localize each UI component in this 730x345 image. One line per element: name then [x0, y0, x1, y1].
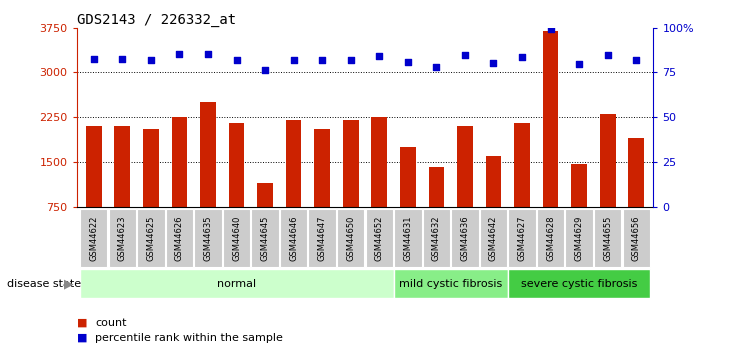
- Bar: [86, 126, 101, 207]
- Text: normal: normal: [217, 279, 256, 289]
- Bar: [514, 123, 530, 207]
- Text: GSM44626: GSM44626: [175, 215, 184, 261]
- Text: severe cystic fibrosis: severe cystic fibrosis: [521, 279, 637, 289]
- Bar: [423, 209, 450, 267]
- Bar: [372, 117, 387, 207]
- Point: [316, 57, 328, 63]
- Text: GSM44652: GSM44652: [374, 215, 384, 261]
- Text: GSM44623: GSM44623: [118, 215, 127, 261]
- Text: ▶: ▶: [64, 277, 74, 290]
- Text: GSM44645: GSM44645: [261, 215, 269, 261]
- Text: GSM44632: GSM44632: [432, 215, 441, 261]
- Point: [545, 26, 556, 31]
- Text: percentile rank within the sample: percentile rank within the sample: [95, 333, 283, 343]
- Point: [374, 53, 385, 59]
- Point: [231, 57, 242, 63]
- Text: GSM44655: GSM44655: [603, 215, 612, 261]
- Bar: [451, 209, 479, 267]
- Point: [117, 56, 128, 61]
- Point: [88, 56, 99, 61]
- Bar: [566, 209, 593, 267]
- Bar: [457, 126, 473, 207]
- Text: GSM44622: GSM44622: [89, 215, 99, 261]
- Text: GSM44646: GSM44646: [289, 215, 298, 261]
- Text: GSM44650: GSM44650: [346, 215, 356, 261]
- Bar: [223, 209, 250, 267]
- Point: [174, 51, 185, 57]
- Bar: [257, 183, 273, 207]
- Bar: [251, 209, 279, 267]
- Bar: [485, 156, 502, 207]
- Text: GSM44629: GSM44629: [575, 215, 583, 261]
- Text: GSM44642: GSM44642: [489, 215, 498, 261]
- Bar: [194, 209, 222, 267]
- Bar: [394, 209, 421, 267]
- Bar: [285, 120, 301, 207]
- Bar: [366, 209, 393, 267]
- Point: [488, 60, 499, 66]
- Point: [145, 57, 157, 63]
- Bar: [143, 129, 158, 207]
- Text: mild cystic fibrosis: mild cystic fibrosis: [399, 279, 502, 289]
- Text: GSM44628: GSM44628: [546, 215, 555, 261]
- Bar: [537, 209, 564, 267]
- Bar: [572, 164, 587, 207]
- Text: ■: ■: [77, 318, 87, 327]
- Bar: [600, 114, 615, 207]
- Bar: [343, 120, 358, 207]
- Text: GSM44640: GSM44640: [232, 215, 241, 261]
- Point: [631, 58, 642, 63]
- Text: GSM44627: GSM44627: [518, 215, 526, 261]
- Text: GSM44631: GSM44631: [403, 215, 412, 261]
- Bar: [166, 209, 193, 267]
- Bar: [508, 269, 650, 298]
- Bar: [508, 209, 536, 267]
- Bar: [429, 167, 445, 207]
- Text: GSM44625: GSM44625: [147, 215, 155, 261]
- Text: GSM44635: GSM44635: [204, 215, 212, 261]
- Text: GDS2143 / 226332_at: GDS2143 / 226332_at: [77, 12, 236, 27]
- Bar: [80, 209, 107, 267]
- Point: [431, 64, 442, 70]
- Bar: [137, 209, 164, 267]
- Bar: [400, 147, 415, 207]
- Bar: [228, 123, 245, 207]
- Bar: [115, 126, 130, 207]
- Bar: [109, 209, 136, 267]
- Bar: [623, 209, 650, 267]
- Point: [602, 52, 613, 57]
- Bar: [315, 129, 330, 207]
- Point: [516, 54, 528, 60]
- Bar: [309, 209, 336, 267]
- Text: GSM44656: GSM44656: [631, 215, 641, 261]
- Bar: [280, 209, 307, 267]
- Text: disease state: disease state: [7, 279, 82, 289]
- Bar: [629, 138, 644, 207]
- Point: [573, 61, 585, 67]
- Bar: [172, 117, 188, 207]
- Text: GSM44647: GSM44647: [318, 215, 327, 261]
- Point: [345, 57, 356, 63]
- Point: [402, 60, 414, 65]
- Bar: [80, 269, 393, 298]
- Bar: [393, 269, 508, 298]
- Bar: [542, 31, 558, 207]
- Text: GSM44636: GSM44636: [461, 215, 469, 261]
- Bar: [200, 102, 216, 207]
- Text: count: count: [95, 318, 126, 327]
- Bar: [480, 209, 507, 267]
- Point: [459, 52, 471, 58]
- Point: [202, 51, 214, 57]
- Point: [288, 57, 299, 63]
- Point: [259, 67, 271, 73]
- Bar: [337, 209, 364, 267]
- Bar: [594, 209, 621, 267]
- Text: ■: ■: [77, 333, 87, 343]
